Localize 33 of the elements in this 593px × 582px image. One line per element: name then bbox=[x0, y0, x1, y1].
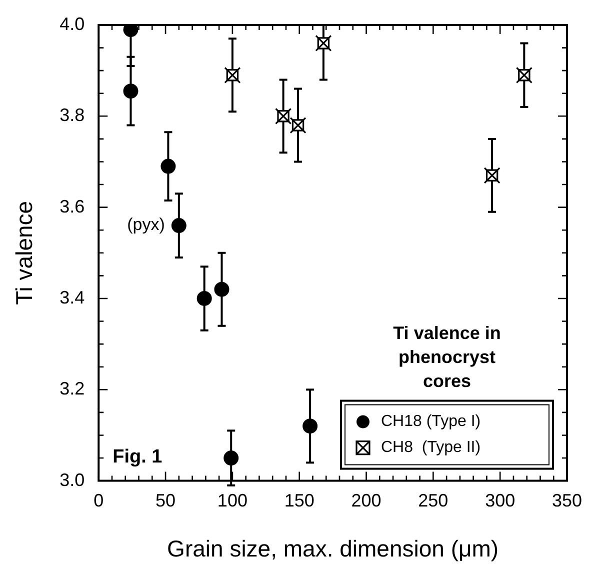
point bbox=[214, 282, 230, 297]
y-tick-label: 3.2 bbox=[60, 378, 85, 399]
x-tick-label: 100 bbox=[217, 490, 248, 511]
point bbox=[224, 450, 239, 466]
legend-label: CH18 (Type I) bbox=[381, 413, 481, 430]
y-axis-title: Ti valence bbox=[11, 200, 38, 305]
annotation: Fig. 1 bbox=[112, 446, 163, 468]
point bbox=[290, 116, 306, 134]
y-tick-label: 3.4 bbox=[60, 287, 85, 308]
point bbox=[315, 34, 332, 52]
x-axis-title: Grain size, max. dimension (μm) bbox=[167, 536, 499, 562]
legend-title: Ti valence in phenocryst cores bbox=[393, 322, 501, 391]
x-tick-label: 250 bbox=[418, 490, 448, 511]
x-tick-label: 150 bbox=[284, 490, 314, 511]
point bbox=[302, 418, 318, 434]
point bbox=[516, 66, 532, 84]
x-tick-label: 350 bbox=[552, 490, 582, 511]
point bbox=[123, 84, 138, 99]
legend-label: CH8 (Type II) bbox=[381, 439, 481, 456]
point bbox=[196, 290, 212, 306]
y-tick-label: 4.0 bbox=[60, 14, 85, 34]
annotation: (pyx) bbox=[127, 215, 165, 234]
x-tick-label: 0 bbox=[94, 490, 104, 511]
y-tick-label: 3.8 bbox=[60, 105, 85, 126]
y-tick-label: 3.6 bbox=[60, 196, 85, 216]
x-tick-label: 50 bbox=[156, 490, 176, 511]
point bbox=[171, 218, 186, 234]
point bbox=[224, 66, 241, 84]
x-tick-label: 300 bbox=[485, 490, 516, 511]
point bbox=[274, 108, 292, 124]
x-tick-label: 200 bbox=[351, 490, 382, 511]
y-tick-label: 3.0 bbox=[60, 470, 85, 490]
point bbox=[160, 158, 176, 174]
